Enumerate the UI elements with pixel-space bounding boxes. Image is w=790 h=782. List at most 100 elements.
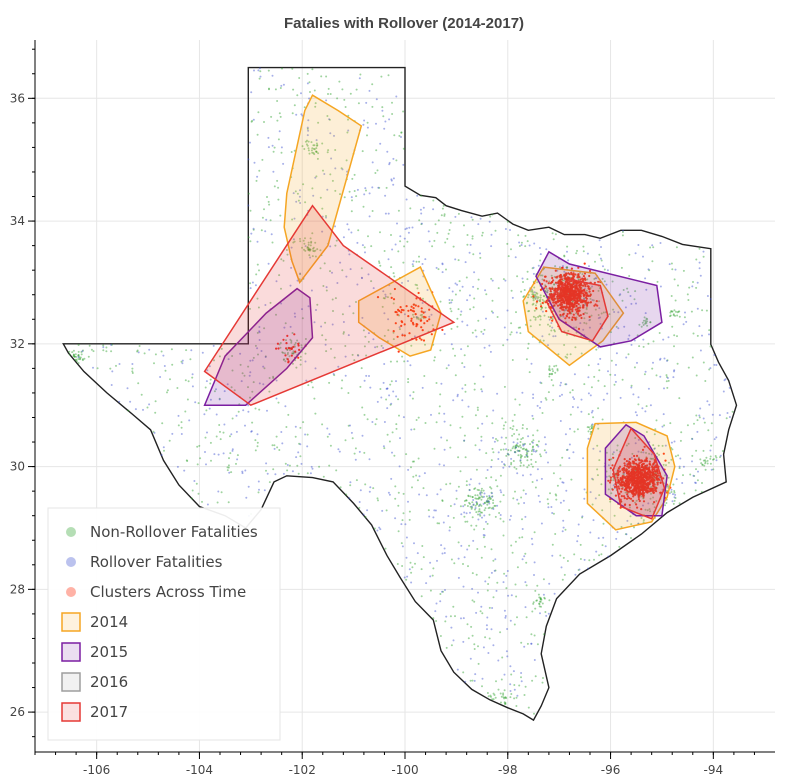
data-point — [512, 460, 515, 462]
data-point — [698, 325, 701, 328]
data-point — [299, 240, 302, 243]
data-point — [395, 95, 398, 98]
data-point — [530, 642, 533, 645]
data-point — [568, 316, 571, 319]
data-point — [483, 509, 486, 512]
data-point — [542, 593, 545, 596]
data-point — [460, 617, 462, 620]
data-point — [222, 431, 225, 434]
legend-label: 2017 — [90, 703, 128, 721]
data-point — [395, 380, 397, 383]
data-point — [529, 443, 531, 446]
data-point — [474, 508, 476, 511]
data-point — [253, 69, 255, 72]
data-point — [316, 144, 318, 147]
data-point — [299, 272, 302, 275]
data-point — [265, 218, 268, 221]
data-point — [312, 144, 315, 147]
data-point — [526, 270, 529, 273]
data-point — [492, 436, 494, 439]
data-point — [375, 122, 377, 125]
data-point — [500, 491, 503, 494]
data-point — [585, 289, 588, 292]
data-point — [539, 381, 542, 384]
data-point — [402, 416, 405, 419]
data-point — [463, 354, 466, 357]
data-point — [438, 463, 441, 466]
data-point — [308, 248, 311, 251]
data-point — [545, 614, 548, 617]
data-point — [502, 534, 505, 537]
data-point — [556, 484, 559, 487]
data-point — [558, 283, 561, 286]
data-point — [480, 487, 483, 490]
data-point — [474, 414, 477, 417]
data-point — [315, 175, 318, 178]
data-point — [709, 457, 712, 460]
data-point — [526, 301, 529, 304]
data-point — [574, 273, 577, 276]
data-point — [360, 267, 363, 270]
data-point — [503, 609, 506, 612]
data-point — [479, 252, 481, 255]
data-point — [668, 492, 671, 495]
data-point — [328, 433, 331, 436]
data-point — [576, 406, 579, 409]
data-point — [437, 268, 440, 271]
data-point — [465, 276, 468, 279]
data-point — [324, 343, 327, 346]
data-point — [363, 246, 366, 249]
data-point — [475, 573, 478, 576]
data-point — [371, 421, 374, 423]
data-point — [383, 334, 386, 337]
data-point — [547, 502, 550, 505]
data-point — [295, 200, 298, 203]
data-point — [514, 583, 517, 586]
data-point — [271, 444, 274, 447]
legend-label: Rollover Fatalities — [90, 553, 223, 571]
data-point — [641, 407, 644, 410]
data-point — [321, 230, 324, 233]
data-point — [479, 511, 482, 514]
data-point — [471, 218, 474, 221]
data-point — [305, 143, 308, 146]
data-point — [534, 486, 537, 489]
data-point — [568, 305, 572, 308]
data-point — [617, 311, 620, 314]
data-point — [711, 413, 714, 416]
data-point — [642, 338, 645, 341]
data-point — [533, 659, 536, 661]
data-point — [393, 275, 396, 278]
data-point — [638, 345, 641, 348]
data-point — [278, 112, 281, 115]
data-point — [129, 400, 132, 403]
data-point — [213, 390, 216, 393]
data-point — [539, 318, 542, 321]
data-point — [313, 144, 316, 147]
data-point — [539, 597, 542, 600]
data-point — [490, 548, 493, 551]
data-point — [600, 553, 603, 556]
data-point — [704, 380, 707, 382]
data-point — [535, 295, 538, 298]
data-point — [461, 362, 464, 365]
data-point — [379, 142, 382, 145]
data-point — [538, 500, 541, 503]
data-point — [662, 413, 665, 416]
data-point — [105, 350, 108, 353]
data-point — [308, 254, 311, 257]
data-point — [364, 251, 366, 254]
data-point — [527, 347, 529, 350]
data-point — [586, 303, 589, 306]
data-point — [682, 465, 685, 468]
data-point — [701, 309, 704, 312]
data-point — [568, 509, 571, 512]
data-point — [219, 430, 221, 433]
data-point — [441, 271, 444, 274]
data-point — [702, 250, 705, 253]
data-point — [622, 473, 625, 475]
data-point — [310, 141, 313, 144]
data-point — [415, 316, 418, 319]
data-point — [306, 82, 309, 85]
data-point — [630, 343, 633, 346]
